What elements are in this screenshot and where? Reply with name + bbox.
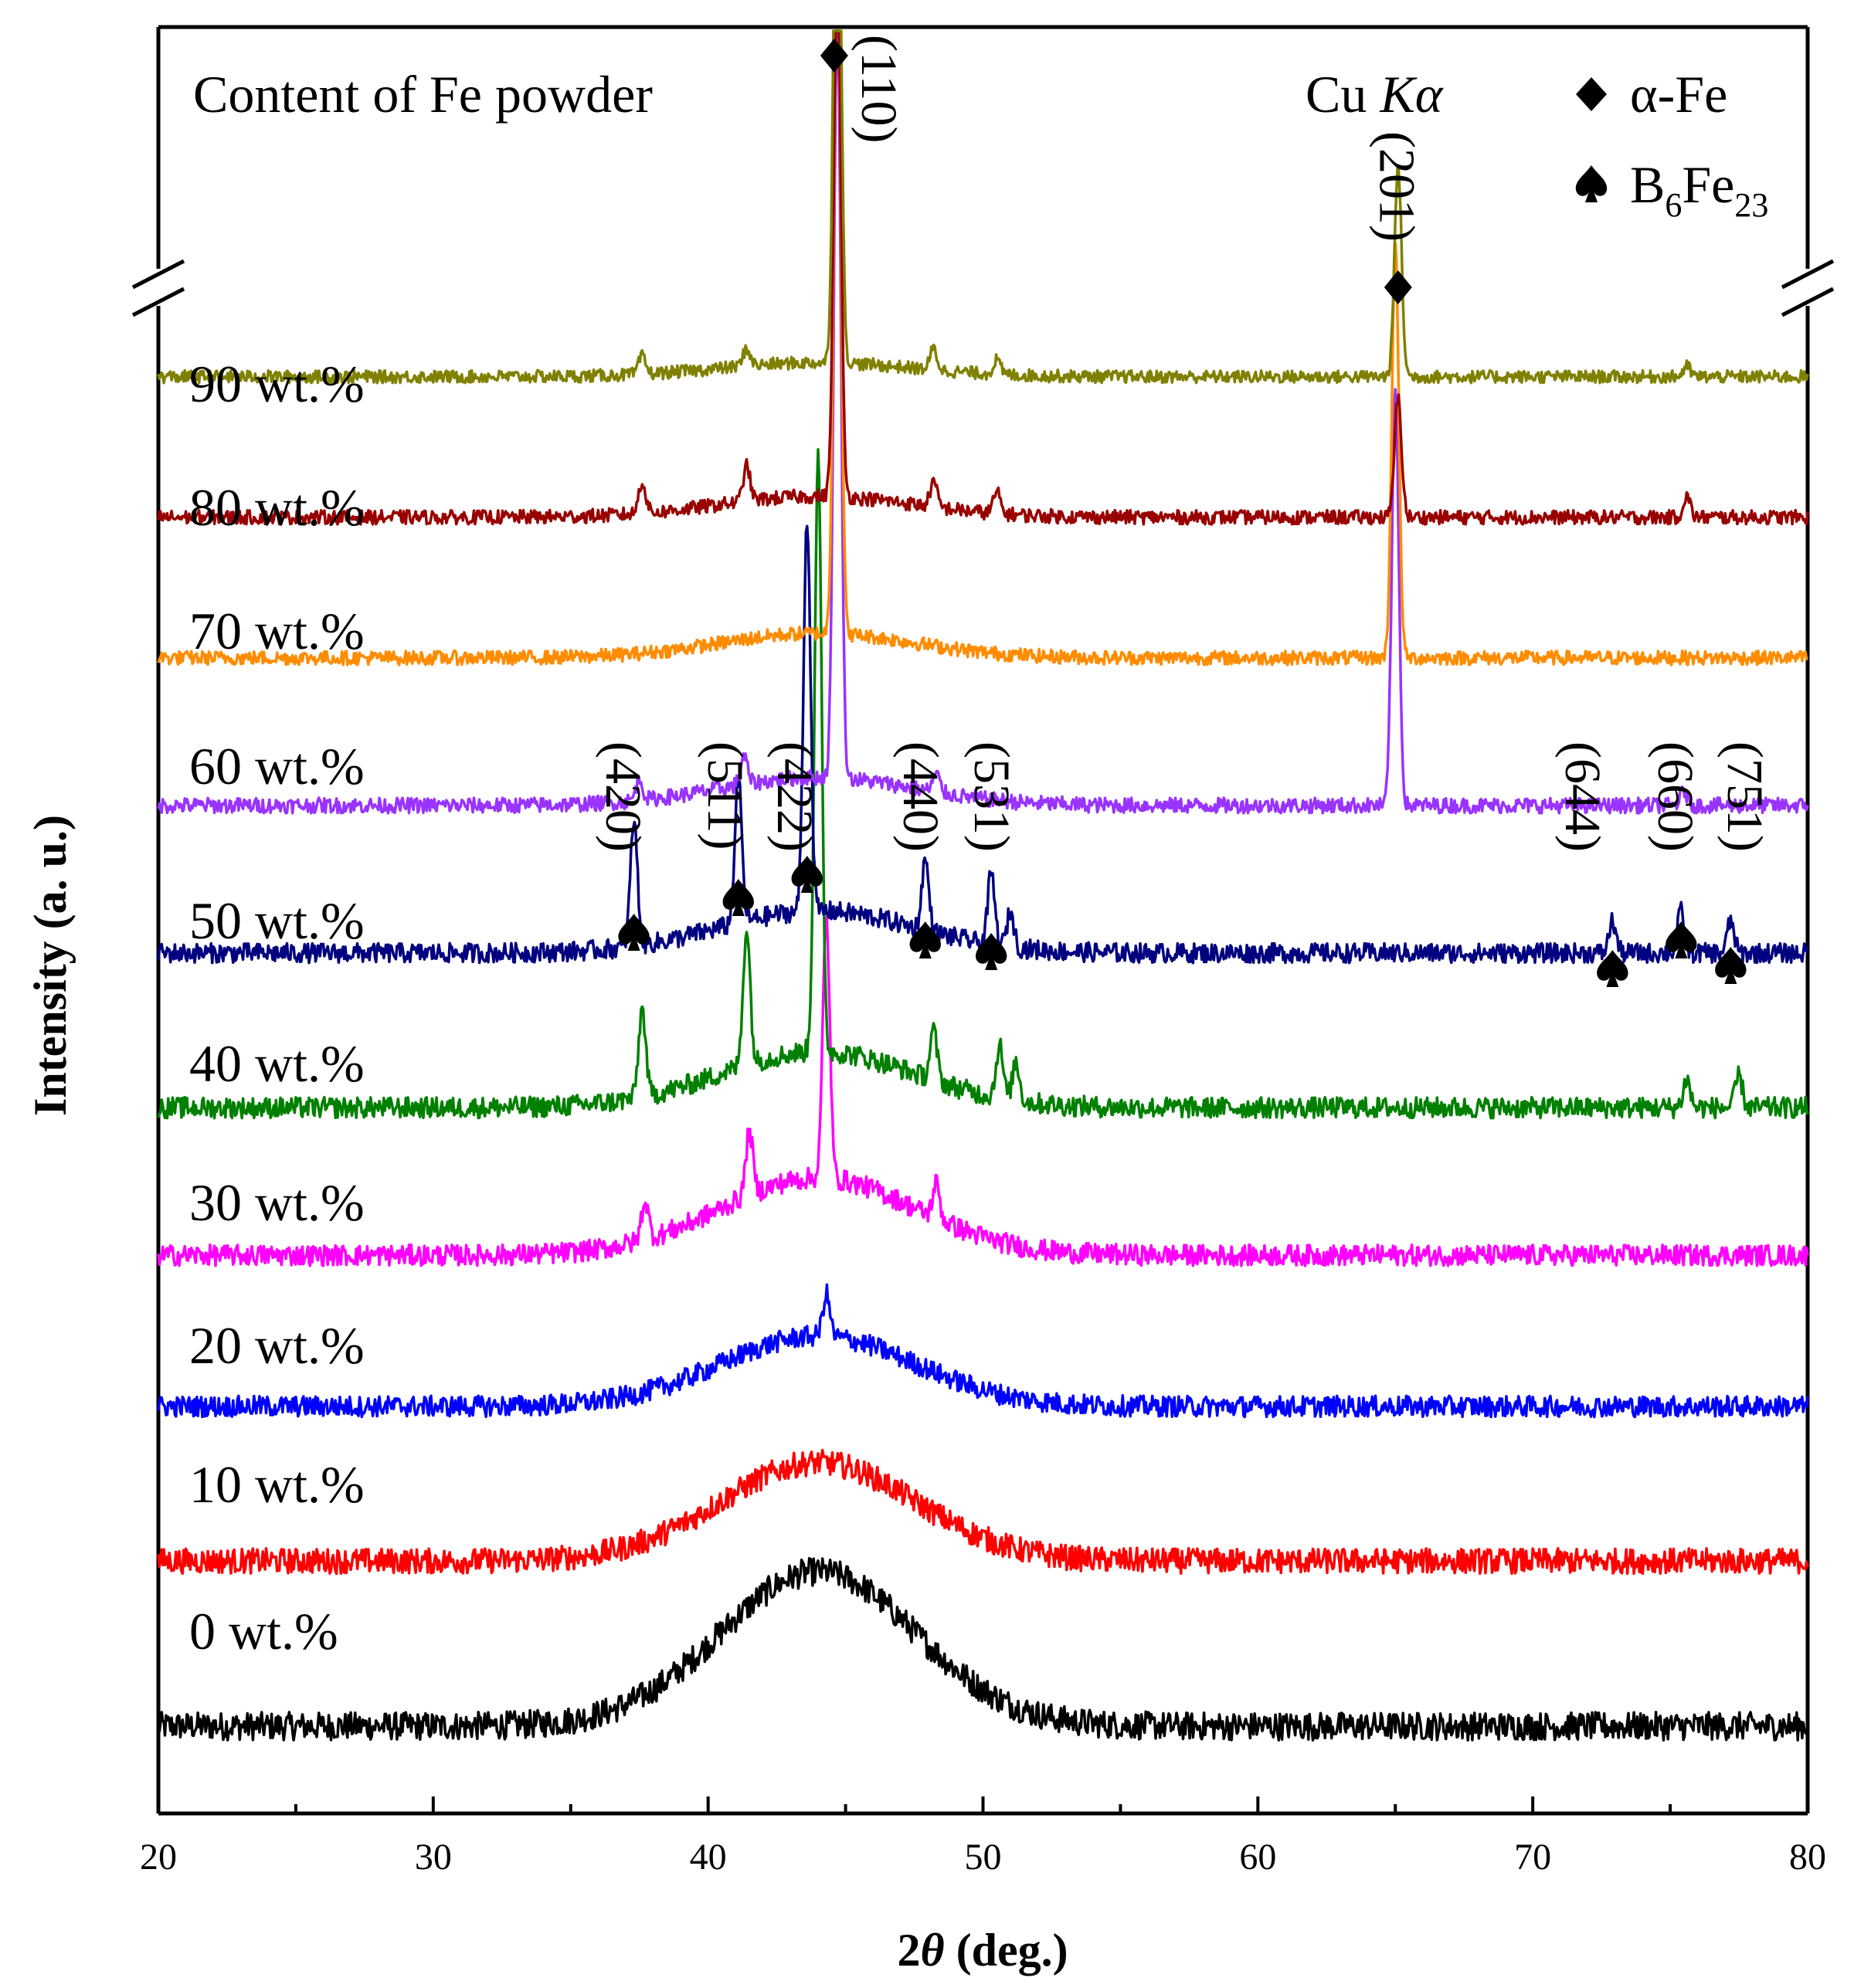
x-tick-label: 80 bbox=[1789, 1837, 1826, 1878]
spade-marker bbox=[1597, 950, 1628, 987]
series-label: 10 wt.% bbox=[189, 1455, 365, 1514]
x-tick-label: 50 bbox=[965, 1837, 1002, 1878]
series-line-9 bbox=[157, 29, 1809, 385]
annotation-layer: Content of Fe powder Cu Kα α-Fe B6Fe23 (… bbox=[193, 35, 1773, 987]
b6fe23-hkl-label: (420) bbox=[595, 741, 651, 852]
x-axis-title: 2θ (deg.) bbox=[897, 1925, 1068, 1976]
legend-label-alpha-fe: α-Fe bbox=[1630, 65, 1727, 124]
spade-icon bbox=[1575, 165, 1608, 202]
legend-label-b6fe23: B6Fe23 bbox=[1630, 155, 1768, 224]
legend: α-Fe B6Fe23 bbox=[1575, 65, 1768, 224]
fe-hkl-label: (201) bbox=[1369, 131, 1425, 242]
series-line-4 bbox=[157, 448, 1809, 1120]
x-tick-label: 60 bbox=[1239, 1837, 1276, 1878]
series-line-7 bbox=[157, 29, 1809, 667]
series-label: 90 wt.% bbox=[189, 355, 365, 413]
axis-break-mark bbox=[1781, 287, 1835, 317]
b6fe23-hkl-label: (660) bbox=[1647, 741, 1703, 852]
series-label: 0 wt.% bbox=[189, 1602, 338, 1661]
axis-break-mark bbox=[131, 259, 185, 290]
y-axis-title: Intensity (a. u.) bbox=[25, 815, 76, 1116]
legend-spade-icon bbox=[1575, 165, 1608, 202]
b6fe23-hkl-label: (644) bbox=[1554, 741, 1611, 852]
spade-marker bbox=[791, 856, 823, 893]
series-line-6 bbox=[157, 29, 1809, 815]
x-tick-label: 40 bbox=[690, 1837, 727, 1878]
series-line-5 bbox=[157, 524, 1809, 965]
b6fe23-hkl-label: (751) bbox=[1716, 741, 1773, 852]
diamond-marker bbox=[820, 39, 848, 73]
b6fe23-hkl-label: (531) bbox=[963, 741, 1020, 852]
x-tick-label: 20 bbox=[140, 1837, 177, 1878]
spade-marker bbox=[618, 914, 650, 951]
legend-diamond-icon bbox=[1576, 77, 1607, 111]
x-tick-label: 70 bbox=[1514, 1837, 1551, 1878]
radiation-label: Cu Kα bbox=[1306, 65, 1444, 124]
fe-hkl-label: (110) bbox=[851, 35, 907, 144]
axis-titles: 2θ (deg.) Intensity (a. u.) bbox=[25, 815, 1068, 1976]
series-label: 80 wt.% bbox=[189, 478, 365, 537]
b6fe23-hkl-label: (511) bbox=[697, 741, 753, 850]
plot-frame bbox=[131, 25, 1835, 1816]
spade-marker bbox=[1666, 921, 1697, 958]
series-label: 30 wt.% bbox=[189, 1173, 365, 1232]
series-label: 50 wt.% bbox=[189, 891, 365, 950]
series-line-2 bbox=[157, 1283, 1809, 1419]
x-tick-label: 30 bbox=[415, 1837, 452, 1878]
group-label: Content of Fe powder bbox=[193, 65, 653, 124]
series-line-1 bbox=[157, 1448, 1809, 1576]
b6fe23-hkl-label: (422) bbox=[766, 741, 823, 852]
spade-marker bbox=[975, 933, 1007, 970]
series-label: 20 wt.% bbox=[189, 1316, 365, 1375]
b6fe23-hkl-label: (440) bbox=[892, 741, 949, 852]
series-label-layer: 0 wt.% 10 wt.% 20 wt.% 30 wt.% 40 wt.% 50 wt.… bbox=[189, 355, 365, 1661]
series-label: 60 wt.% bbox=[189, 737, 365, 796]
spade-marker bbox=[722, 879, 755, 916]
series-layer bbox=[157, 29, 1809, 1742]
series-line-8 bbox=[157, 29, 1809, 526]
axis-break-mark bbox=[1781, 259, 1835, 290]
spade-marker bbox=[1715, 947, 1747, 984]
spade-marker bbox=[909, 921, 941, 958]
x-axis: 20 30 40 50 60 70 80 bbox=[140, 1796, 1826, 1878]
axis-break-mark bbox=[131, 287, 185, 317]
diamond-marker bbox=[1384, 270, 1412, 304]
series-label: 70 wt.% bbox=[189, 602, 365, 660]
series-label: 40 wt.% bbox=[189, 1034, 365, 1093]
series-line-3 bbox=[157, 915, 1809, 1267]
series-line-0 bbox=[157, 1557, 1809, 1742]
